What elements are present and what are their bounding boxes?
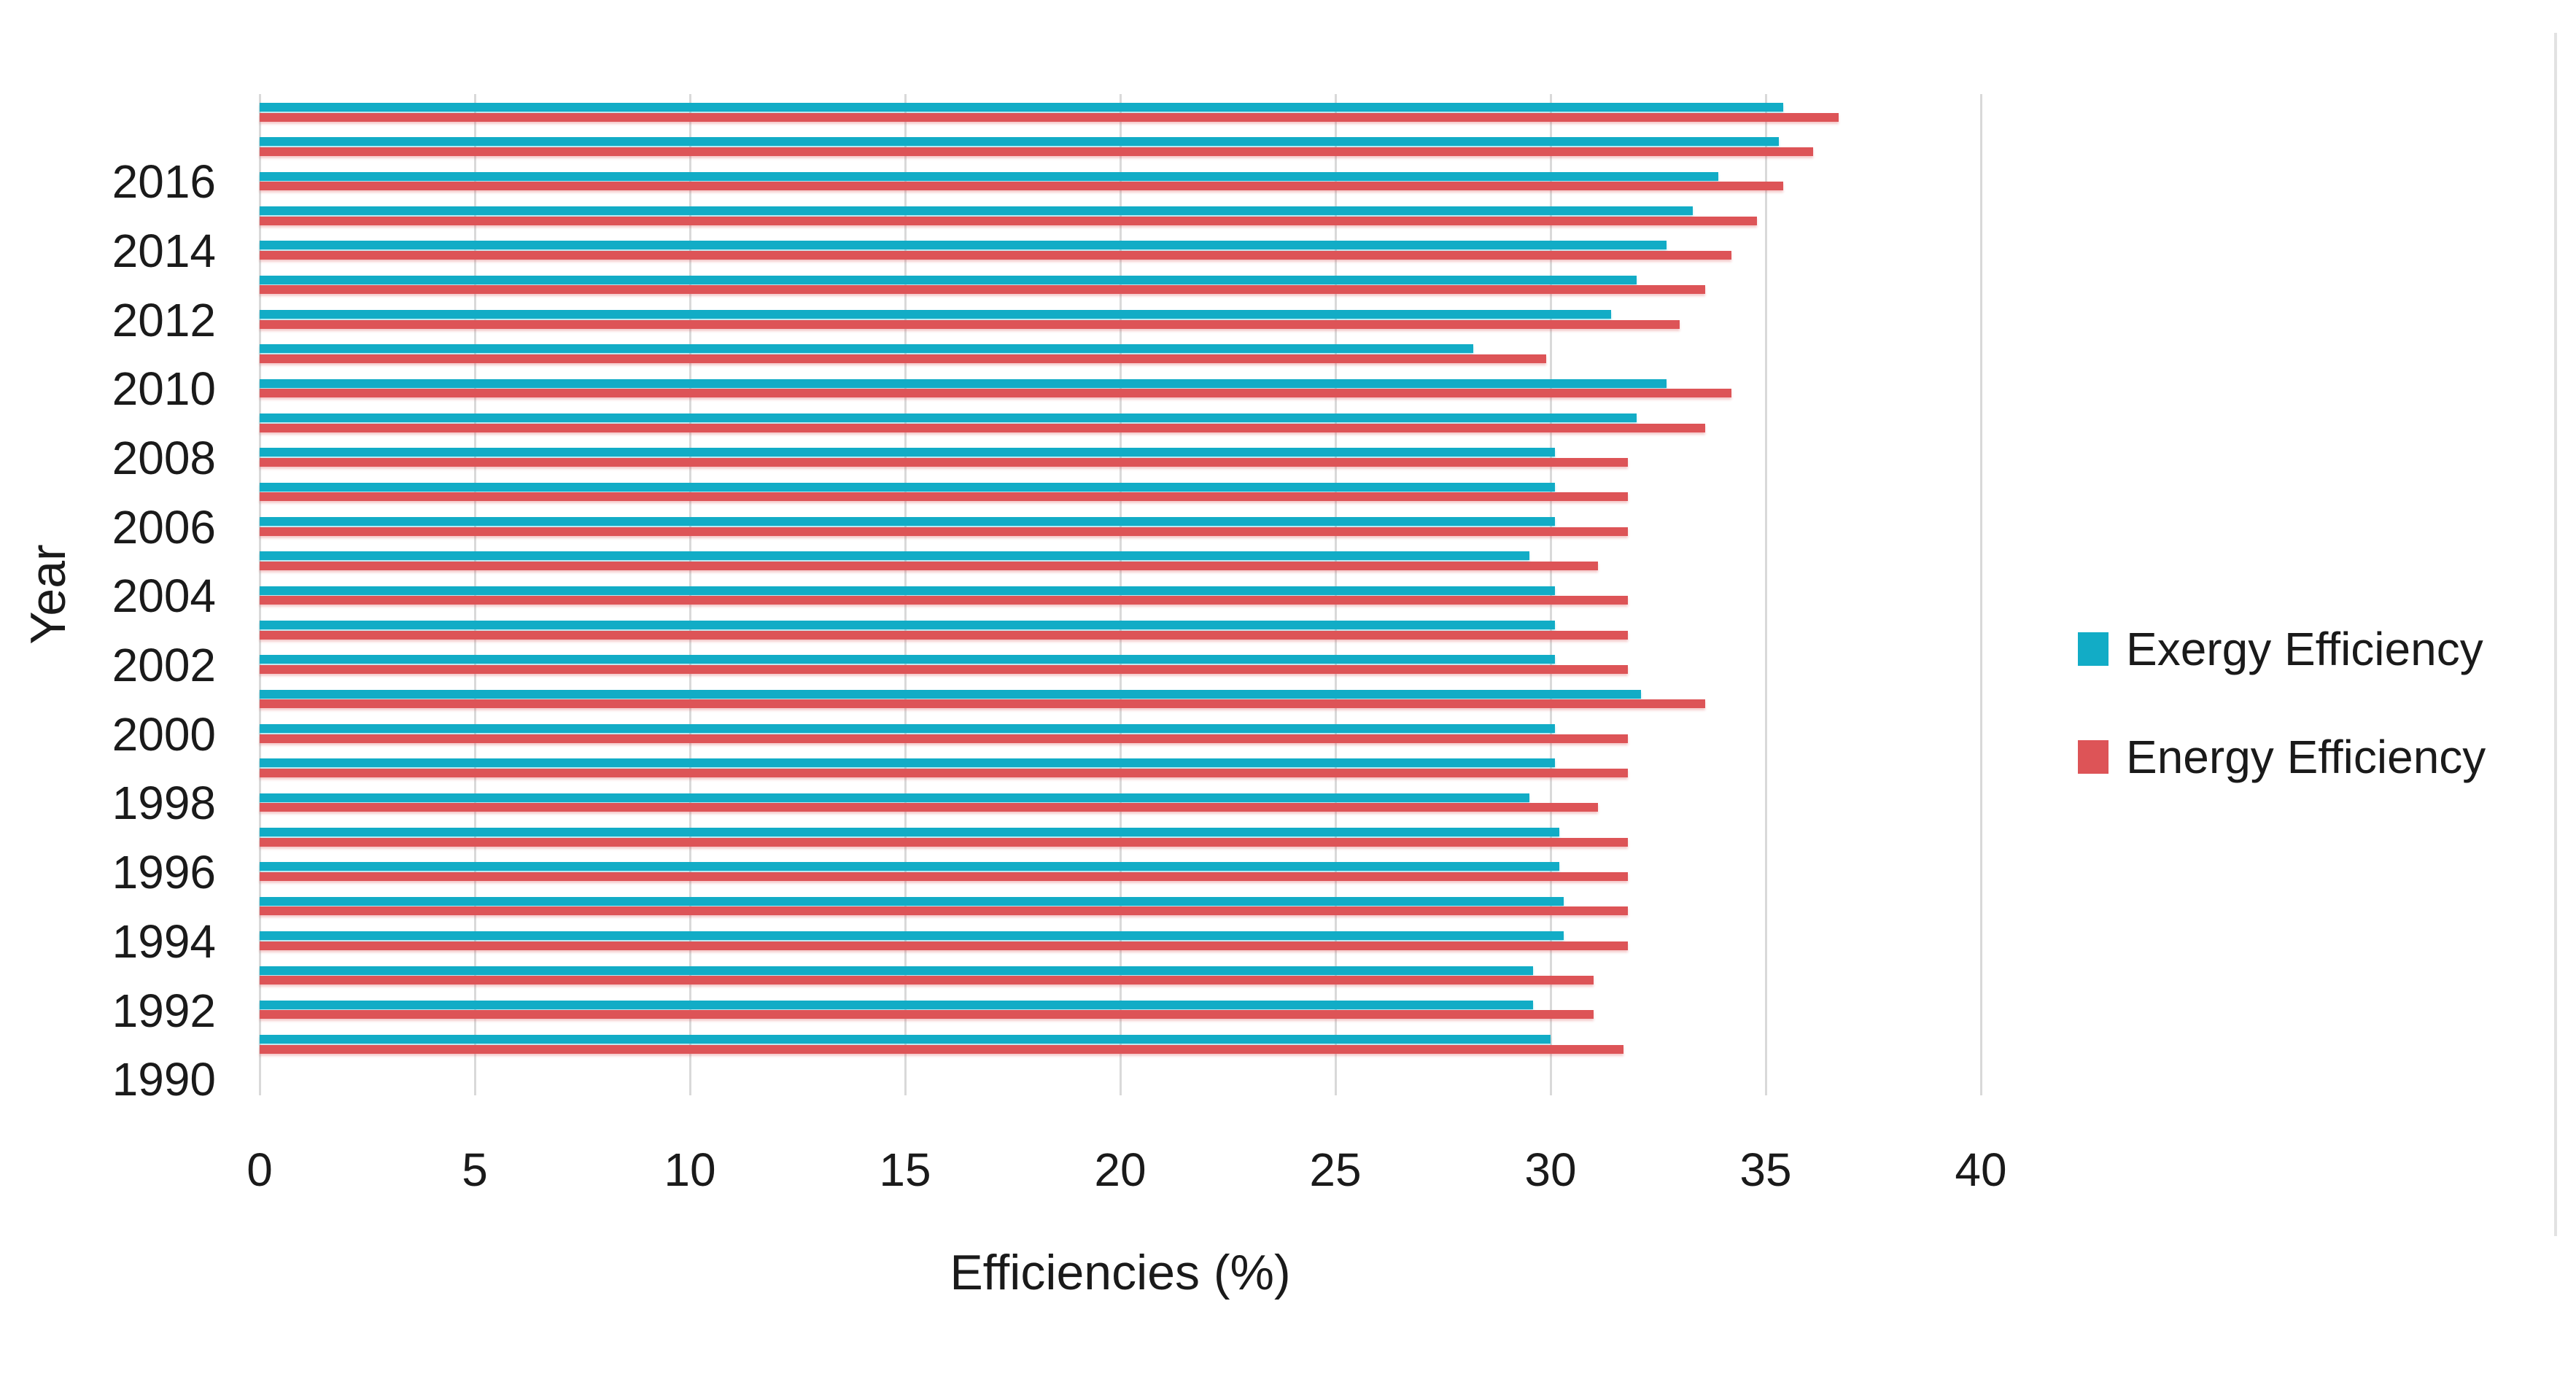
bar-exergy-2008 xyxy=(260,448,1555,457)
x-tick-label-35: 35 xyxy=(1739,1143,1792,1196)
bar-energy-2001 xyxy=(260,699,1706,709)
y-axis-label-2000: 2000 xyxy=(112,707,216,761)
y-axis-label-2008: 2008 xyxy=(112,432,216,485)
bar-exergy-2010 xyxy=(260,378,1667,388)
bar-exergy-2014 xyxy=(260,241,1667,250)
bar-energy-2016 xyxy=(260,182,1783,191)
bar-exergy-2006 xyxy=(260,517,1555,527)
bar-energy-2002 xyxy=(260,664,1629,674)
bar-exergy-2016 xyxy=(260,171,1719,181)
bar-exergy-2001 xyxy=(260,689,1641,699)
bar-energy-2018 xyxy=(260,112,1839,122)
x-tick-label-0: 0 xyxy=(247,1143,273,1196)
bar-exergy-2005 xyxy=(260,551,1529,561)
y-axis-label-1992: 1992 xyxy=(112,984,216,1037)
bar-exergy-1993 xyxy=(260,966,1534,975)
y-axis-label-2002: 2002 xyxy=(112,639,216,692)
bar-exergy-1997 xyxy=(260,828,1559,837)
y-axis-label-1990: 1990 xyxy=(112,1053,216,1106)
bar-exergy-2012 xyxy=(260,310,1611,319)
bar-energy-2006 xyxy=(260,527,1629,536)
bar-energy-1999 xyxy=(260,768,1629,777)
legend-label-exergy: Exergy Efficiency xyxy=(2126,623,2483,675)
legend-item-energy: Energy Efficiency xyxy=(2078,722,2486,792)
bar-exergy-1991 xyxy=(260,1035,1551,1044)
bar-energy-1996 xyxy=(260,871,1629,881)
bar-energy-1995 xyxy=(260,906,1629,916)
y-axis-label-2012: 2012 xyxy=(112,293,216,346)
bar-energy-2008 xyxy=(260,457,1629,467)
bar-exergy-1995 xyxy=(260,896,1564,906)
bar-exergy-2000 xyxy=(260,724,1555,734)
bar-energy-1994 xyxy=(260,941,1629,950)
bar-exergy-1992 xyxy=(260,1000,1534,1009)
legend-item-exergy: Exergy Efficiency xyxy=(2078,614,2486,684)
gridline-x-35 xyxy=(1765,94,1767,1095)
bar-energy-1998 xyxy=(260,803,1598,812)
x-tick-label-15: 15 xyxy=(879,1143,931,1196)
bar-exergy-2011 xyxy=(260,344,1473,354)
bar-exergy-1998 xyxy=(260,793,1529,802)
y-axis-label-1998: 1998 xyxy=(112,777,216,830)
gridline-x-40 xyxy=(1980,94,1982,1095)
bar-energy-2012 xyxy=(260,319,1680,329)
x-axis-title: Efficiencies (%) xyxy=(950,1245,1291,1300)
bar-energy-2007 xyxy=(260,492,1629,502)
y-axis-label-2016: 2016 xyxy=(112,155,216,209)
bar-exergy-2018 xyxy=(260,103,1783,112)
bar-exergy-2013 xyxy=(260,275,1637,284)
bar-energy-2003 xyxy=(260,630,1629,640)
y-axis-label-2004: 2004 xyxy=(112,570,216,623)
bar-exergy-1996 xyxy=(260,862,1559,871)
bar-energy-1997 xyxy=(260,837,1629,847)
bar-energy-2013 xyxy=(260,285,1706,295)
legend-label-energy: Energy Efficiency xyxy=(2126,731,2486,783)
x-tick-label-40: 40 xyxy=(1955,1143,2007,1196)
bar-energy-2009 xyxy=(260,423,1706,432)
x-tick-label-20: 20 xyxy=(1094,1143,1147,1196)
bar-energy-2011 xyxy=(260,354,1547,363)
y-axis-title: Year xyxy=(20,544,76,645)
bar-energy-1992 xyxy=(260,1010,1594,1020)
x-tick-label-10: 10 xyxy=(664,1143,716,1196)
bar-exergy-2002 xyxy=(260,655,1555,664)
bar-energy-2000 xyxy=(260,734,1629,743)
bar-energy-1991 xyxy=(260,1044,1624,1054)
bar-energy-2005 xyxy=(260,561,1598,570)
bar-energy-2014 xyxy=(260,250,1731,260)
chart-right-border xyxy=(2554,33,2557,1236)
bar-energy-2015 xyxy=(260,216,1758,225)
bar-exergy-1994 xyxy=(260,931,1564,941)
legend: Exergy Efficiency Energy Efficiency xyxy=(2078,614,2486,830)
bar-exergy-2015 xyxy=(260,206,1693,216)
plot-area xyxy=(259,94,1982,1095)
bar-energy-2010 xyxy=(260,389,1731,398)
y-axis-label-1996: 1996 xyxy=(112,846,216,899)
x-tick-label-30: 30 xyxy=(1524,1143,1577,1196)
bar-exergy-2007 xyxy=(260,482,1555,492)
x-tick-label-25: 25 xyxy=(1309,1143,1362,1196)
bar-exergy-2003 xyxy=(260,621,1555,630)
bar-exergy-2017 xyxy=(260,137,1779,147)
legend-swatch-energy-icon xyxy=(2078,740,2108,774)
y-axis-label-1994: 1994 xyxy=(112,914,216,968)
y-axis-label-2006: 2006 xyxy=(112,500,216,554)
bar-energy-2017 xyxy=(260,147,1813,156)
legend-swatch-exergy-icon xyxy=(2078,632,2108,666)
y-axis-label-2010: 2010 xyxy=(112,362,216,416)
bar-exergy-2004 xyxy=(260,586,1555,595)
bar-energy-2004 xyxy=(260,596,1629,605)
bar-energy-1993 xyxy=(260,976,1594,985)
bar-exergy-2009 xyxy=(260,413,1637,423)
x-tick-label-5: 5 xyxy=(462,1143,488,1196)
bar-exergy-1999 xyxy=(260,758,1555,768)
y-axis-label-2014: 2014 xyxy=(112,225,216,278)
